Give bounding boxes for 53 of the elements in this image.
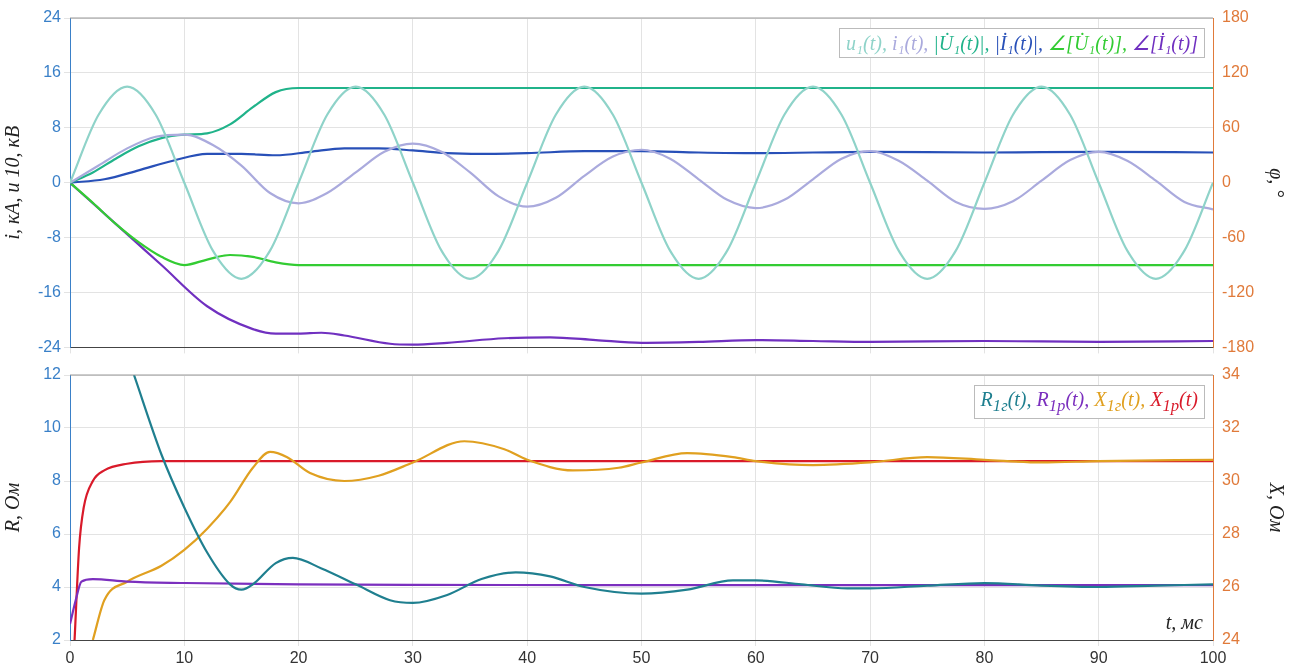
y-tick-label: -16 (37, 282, 62, 300)
y-tick-label: -24 (37, 337, 62, 355)
y-tick-label: 24 (43, 8, 62, 26)
y-tick-label: 4 (52, 577, 62, 595)
x-tick-label: 0 (65, 649, 75, 667)
y2-tick-label: 34 (1222, 365, 1240, 383)
y2-tick-label: -60 (1222, 228, 1246, 246)
y-tick-label: 8 (52, 471, 62, 489)
x-tick-label: 10 (175, 649, 194, 667)
y2-tick-label: 120 (1222, 63, 1249, 81)
x-tick-label: 90 (1089, 649, 1108, 667)
text: u₁(t), (846, 32, 887, 54)
y2-tick-label: 26 (1222, 577, 1240, 595)
y2-tick-label: 180 (1222, 8, 1249, 26)
text: R$_{1р}$(t), (1036, 388, 1090, 415)
x-tick-label: 40 (518, 649, 537, 667)
y-tick-label: 2 (52, 630, 62, 648)
y-tick-label: 10 (43, 418, 62, 436)
y-tick-label: 6 (52, 524, 62, 542)
line-series (132, 375, 1213, 604)
text: ∠[İ₁(t)] (1131, 32, 1198, 54)
text: |İ₁(t)|, (994, 32, 1044, 54)
x-tick-label: 80 (975, 649, 994, 667)
y2-tick-label: 0 (1222, 173, 1231, 191)
text: R$_{1г}$(t), (980, 388, 1032, 415)
y2-axis-title: φ, ° (1264, 168, 1288, 198)
y2-tick-label: 24 (1222, 630, 1240, 648)
text: X$_{1р}$(t) (1150, 388, 1198, 415)
x-tick-label: 50 (632, 649, 651, 667)
y-tick-label: 12 (43, 365, 62, 383)
y2-tick-label: 28 (1222, 524, 1240, 542)
y-tick-label: 0 (52, 173, 62, 191)
y2-tick-label: -120 (1222, 282, 1255, 300)
y-tick-label: 16 (43, 63, 62, 81)
y2-axis-title: X, Ом (1265, 481, 1288, 533)
x-tick-label: 20 (289, 649, 308, 667)
x-tick-label: 60 (746, 649, 765, 667)
y-tick-label: 8 (52, 118, 62, 136)
y2-tick-label: 60 (1222, 118, 1240, 136)
text: X$_{1г}$(t), (1094, 388, 1146, 415)
y-tick-label: -8 (46, 228, 62, 246)
x-tick-label: 70 (861, 649, 880, 667)
y2-tick-label: 32 (1222, 418, 1240, 436)
y2-tick-label: 30 (1222, 471, 1240, 489)
y2-tick-label: -180 (1222, 337, 1255, 355)
series-label: |U̇₁(t)|, (933, 32, 990, 54)
x-axis-title: t, мс (1165, 611, 1203, 634)
y-axis-title: R, Ом (1, 482, 24, 534)
x-tick-label: 30 (404, 649, 422, 667)
y-axis-title: i, кА, u 10, кВ (1, 125, 24, 240)
text: i₁(t), (891, 32, 929, 54)
x-tick-label: 100 (1199, 649, 1227, 667)
text: ∠[U̇₁(t)], (1048, 32, 1127, 54)
